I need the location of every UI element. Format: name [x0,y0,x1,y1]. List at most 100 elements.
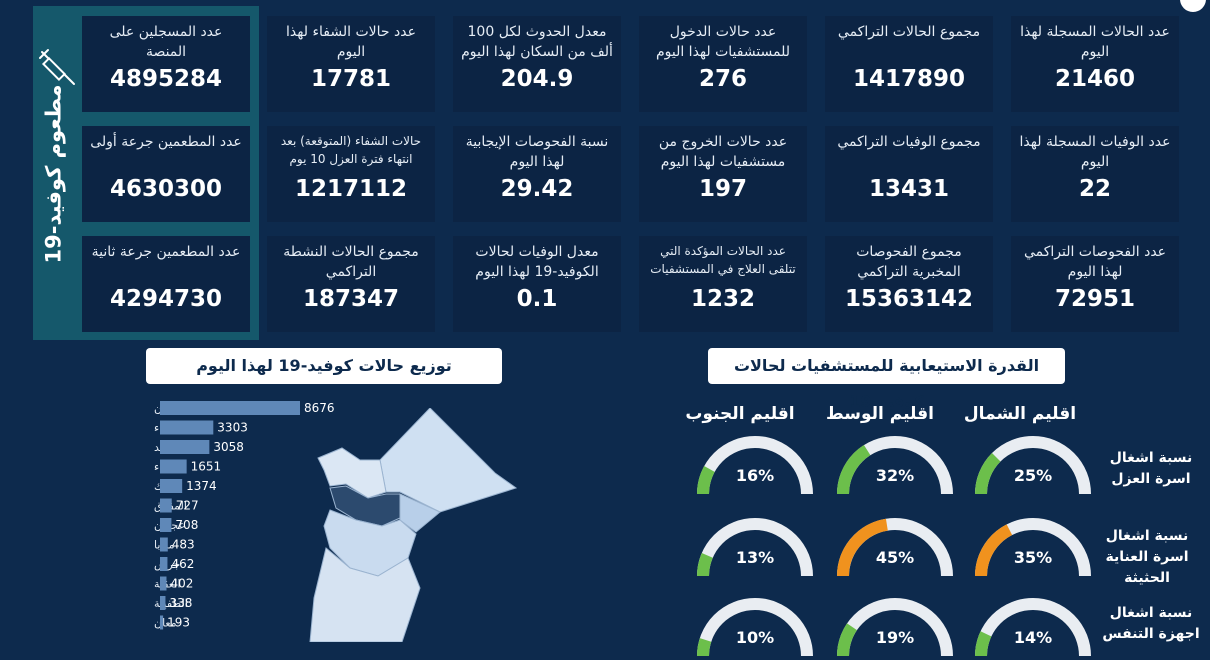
bar [160,401,300,415]
stat-label: عدد الحالات المؤكدة التي تتلقى العلاج في… [650,244,796,276]
stat-value: 13431 [868,176,950,202]
gauge-fill [837,518,889,577]
occupancy-gauge: 25% [968,432,1098,498]
stat-label: حالات الشفاء (المتوقعة) بعد انتهاء فترة … [280,134,422,166]
stat-label: عدد حالات الشفاء لهذا اليوم [286,24,416,60]
bar-value-label: 3058 [213,440,244,454]
distribution-bar-chart: عمان8676الزرقاء3303اربد3058البلقاء1651ال… [154,401,335,630]
stat-value: 187347 [302,286,400,312]
bar-value-label: 483 [172,538,195,552]
stat-label: مجموع الحالات التراكمي [837,24,981,40]
stat-card: حالات الشفاء (المتوقعة) بعد انتهاء فترة … [267,126,435,222]
stat-value: 197 [698,176,747,202]
stat-card-registered: عدد المسجلين على المنصة 4895284 [82,16,250,112]
bar-value-label: 1374 [186,479,217,493]
bar [160,459,187,474]
distribution-title: توزيع حالات كوفيد-19 لهذا اليوم [146,348,502,384]
stat-value: 4895284 [109,66,223,92]
bar [160,440,210,454]
gauge-fill [697,552,713,577]
stat-card-second-dose: عدد المطعمين جرعة ثانية 4294730 [82,236,250,332]
stat-card: عدد حالات الخروج من مستشفيات لهذا اليوم 1… [639,126,807,222]
bar [160,557,168,571]
stat-label: مجموع الفحوصات المخبرية التراكمي [856,244,962,280]
occupancy-gauge: 14% [968,594,1098,660]
stat-label: معدل الوفيات لحالات الكوفيد-19 لهذا اليو… [475,244,599,280]
stat-value: 4630300 [109,176,223,202]
row-label-icu: نسبة اشغال اسرة العناية الحثيثة [1105,528,1189,586]
bar-value-label: 402 [170,577,193,591]
stat-value: 204.9 [500,66,574,92]
gauge-fill [975,524,1013,577]
gauge-fill [837,445,871,495]
gauge-percent: 32% [875,466,915,485]
stat-card: معدل الوفيات لحالات الكوفيد-19 لهذا اليو… [453,236,621,332]
region-south-label: اقليم الجنوب [685,404,795,424]
bar-value-label: 1651 [191,460,222,474]
stat-value: 0.1 [516,286,558,312]
bar-value-label: 708 [175,518,198,532]
bar-category-label: معان [154,617,177,630]
occupancy-gauge: 19% [830,594,960,660]
stat-card: مجموع الحالات النشطة التراكمي 187347 [267,236,435,332]
capacity-title: القدرة الاستيعابية للمستشفيات لحالات كوف… [708,348,1065,411]
stat-card: عدد الوفيات المسجلة لهذا اليوم 22 [1011,126,1179,222]
gauge-percent: 13% [735,548,775,567]
bar [160,615,164,630]
stat-card: عدد الفحوصات التراكمي لهذا اليوم 72951 [1011,236,1179,332]
bar-value-label: 3303 [217,421,248,435]
stat-value: 1217112 [294,176,408,202]
stat-label: عدد الفحوصات التراكمي لهذا اليوم [1023,244,1167,280]
bar [160,537,168,552]
vaccine-title: مطعوم كوفيد-19 [41,84,65,264]
jordan-map [309,408,518,642]
row-label-isolation: نسبة اشغال اسرة العزل [1109,450,1193,487]
region-center-label: اقليم الوسط [826,404,934,424]
stat-card: مجموع الوفيات التراكمي 13431 [825,126,993,222]
stat-label: نسبة الفحوصات الإيجابية لهذا اليوم [465,134,609,170]
bar-value-label: 338 [169,596,192,610]
corner-badge [1180,0,1206,12]
stat-value: 15363142 [844,286,974,312]
stat-card-first-dose: عدد المطعمين جرعة أولى 4630300 [82,126,250,222]
stat-card: عدد حالات الدخول للمستشفيات لهذا اليوم 27… [639,16,807,112]
bar-value-label: 462 [171,557,194,571]
stat-card: مجموع الفحوصات المخبرية التراكمي 15363142 [825,236,993,332]
occupancy-gauge: 16% [690,432,820,498]
region-north-label: اقليم الشمال [963,404,1077,424]
bar-value-label: 193 [167,616,190,630]
stat-label: عدد حالات الخروج من مستشفيات لهذا اليوم [658,134,788,170]
bar [160,576,167,591]
bar [160,420,214,435]
gauge-percent: 25% [1013,466,1053,485]
gauge-percent: 35% [1013,548,1053,567]
stat-value: 29.42 [500,176,574,202]
stat-value: 21460 [1054,66,1136,92]
stat-label: عدد المسجلين على المنصة [109,24,223,60]
stat-label: عدد الحالات المسجلة لهذا اليوم [1020,24,1170,60]
stat-value: 72951 [1054,286,1136,312]
stat-label: عدد المطعمين جرعة ثانية [91,244,241,260]
occupancy-gauge: 13% [690,514,820,580]
stat-label: مجموع الحالات النشطة التراكمي [283,244,419,280]
stat-card: عدد حالات الشفاء لهذا اليوم 17781 [267,16,435,112]
stat-card: مجموع الحالات التراكمي 1417890 [825,16,993,112]
bar-value-label: 727 [176,499,199,513]
bar [160,596,166,610]
stat-card: نسبة الفحوصات الإيجابية لهذا اليوم 29.42 [453,126,621,222]
stat-value: 1232 [690,286,755,312]
occupancy-gauge: 45% [830,514,960,580]
stat-value: 1417890 [852,66,966,92]
bar [160,498,172,513]
gauge-percent: 10% [735,628,775,647]
stat-label: عدد حالات الدخول للمستشفيات لهذا اليوم [655,24,791,60]
bar-value-label: 8676 [304,401,335,415]
row-label-ventilators: نسبة اشغال اجهزة التنفس [1102,605,1200,642]
occupancy-gauge: 32% [830,432,960,498]
stat-card: عدد الحالات المؤكدة التي تتلقى العلاج في… [639,236,807,332]
stat-card: عدد الحالات المسجلة لهذا اليوم 21460 [1011,16,1179,112]
stat-label: مجموع الوفيات التراكمي [837,134,981,150]
stat-value: 276 [698,66,747,92]
stat-value: 22 [1078,176,1111,202]
gauge-percent: 14% [1013,628,1053,647]
